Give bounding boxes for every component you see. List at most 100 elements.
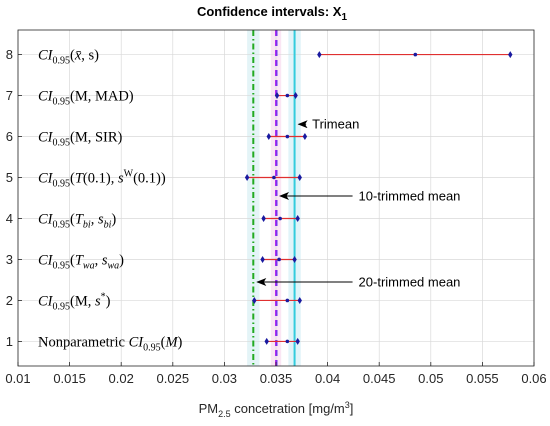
interval-label-part: CI (38, 89, 54, 105)
interval-label-part: CI (38, 252, 54, 268)
x-axis-label-sub: 2.5 (218, 409, 231, 419)
interval-label-part: ( (70, 171, 75, 187)
interval-label-part: Nonparametric (38, 334, 129, 350)
interval-label-part: s (98, 211, 104, 227)
interval-label-part: (0.1)) (133, 171, 166, 187)
interval-label-part: T (75, 211, 84, 227)
interval-label-part: 0.95 (53, 219, 71, 230)
y-tick-label: 6 (6, 129, 13, 144)
x-tick-label: 0.02 (109, 371, 134, 386)
interval-label-1: Nonparametric CI0.95(M) (38, 334, 183, 353)
annotation-label-2: 10-trimmed mean (359, 188, 461, 203)
interval-upper-marker-2 (297, 296, 302, 304)
x-tick-label: 0.035 (260, 371, 293, 386)
interval-center-marker-7 (285, 93, 290, 98)
interval-label-part: ( (161, 334, 166, 350)
y-axis-ticks: 1 2 3 4 5 6 7 8 (6, 47, 22, 349)
interval-upper-marker-5 (297, 174, 302, 182)
y-tick-label: 2 (6, 293, 13, 308)
interval-label-part: T (75, 252, 84, 268)
interval-label-part: * (101, 291, 106, 302)
interval-lower-marker-4 (261, 214, 266, 222)
x-tick-label: 0.01 (5, 371, 30, 386)
interval-label-part: s (118, 171, 124, 187)
interval-label-8: CI0.95(x̄, s) (38, 48, 99, 67)
interval-label-part: 0.95 (53, 97, 71, 108)
interval-label-part: (M, MAD) (70, 89, 134, 105)
y-tick-label: 4 (6, 211, 13, 226)
interval-label-part: (M, SIR) (70, 130, 123, 146)
x-axis-label-pre: PM (199, 401, 219, 416)
y-tick-label: 8 (6, 47, 13, 62)
interval-label-part: CI (38, 48, 54, 64)
interval-label-part: ) (178, 334, 183, 350)
annotations: Trimean 10-trimmed mean 20-trimmed mean (256, 117, 461, 290)
reference-lines (252, 30, 296, 366)
interval-label-part: wa (108, 260, 120, 271)
interval-upper-marker-8 (508, 51, 513, 59)
interval-upper-marker-7 (293, 92, 298, 100)
interval-label-part: 0.95 (53, 301, 71, 312)
x-axis-label-sup: 3 (345, 400, 350, 410)
interval-lower-marker-2 (252, 296, 257, 304)
interval-label-part: T (75, 171, 84, 187)
interval-center-marker-8 (413, 52, 418, 57)
interval-label-part: 0.95 (53, 260, 71, 271)
interval-label-part: s (95, 293, 101, 309)
interval-label-part: x̄ (74, 48, 82, 64)
interval-label-part: CI (129, 334, 145, 350)
interval-upper-marker-6 (302, 133, 308, 141)
annotation-label-1: Trimean (312, 117, 359, 132)
annotation-label-3: 20-trimmed mean (359, 275, 461, 290)
interval-center-marker-5 (272, 175, 276, 180)
interval-label-part: s (102, 252, 108, 268)
chart-title-subscript: 1 (341, 12, 347, 23)
interval-labels: CI0.95(x̄, s)CI0.95(M, MAD)CI0.95(M, SIR… (38, 48, 183, 354)
interval-lower-marker-3 (260, 255, 265, 263)
interval-label-part: ) (106, 293, 111, 309)
x-axis-ticks: 0.01 0.015 0.02 0.025 0.03 0.035 0.04 0.045 0.05… (5, 362, 547, 386)
x-tick-label: 0.04 (315, 371, 340, 386)
interval-center-marker-1 (285, 339, 290, 344)
interval-upper-marker-3 (292, 255, 297, 263)
interval-upper-marker-1 (295, 337, 300, 345)
interval-lower-marker-1 (264, 337, 269, 345)
interval-upper-marker-4 (295, 214, 300, 222)
chart-title: Confidence intervals: X1 (197, 4, 347, 23)
interval-lower-marker-7 (274, 92, 280, 100)
interval-center-marker-6 (285, 134, 290, 139)
x-axis-label-post: ] (350, 401, 354, 416)
interval-label-part: 0.95 (53, 179, 71, 190)
interval-center-marker-3 (277, 257, 281, 262)
y-tick-label: 1 (6, 334, 13, 349)
interval-lower-marker-5 (244, 174, 250, 182)
interval-label-part: ) (119, 252, 124, 268)
interval-lower-marker-6 (266, 133, 271, 141)
reference-bands (247, 30, 301, 366)
interval-center-marker-2 (285, 298, 290, 303)
x-tick-label: 0.015 (53, 371, 86, 386)
interval-label-part: W (124, 169, 134, 180)
interval-label-2: CI0.95(M, s*) (38, 291, 111, 312)
chart-title-main: Confidence intervals: X (197, 4, 342, 19)
interval-label-part: , (95, 252, 102, 268)
interval-label-part: ( (70, 252, 75, 268)
x-tick-label: 0.025 (157, 371, 190, 386)
interval-label-3: CI0.95(Twa, swa) (38, 252, 124, 271)
interval-label-part: CI (38, 130, 54, 146)
x-tick-label: 0.06 (521, 371, 546, 386)
y-tick-label: 3 (6, 252, 13, 267)
x-tick-label: 0.05 (418, 371, 443, 386)
interval-label-part: CI (38, 171, 54, 187)
interval-label-part: (M, (70, 293, 95, 309)
interval-label-part: ( (70, 48, 75, 64)
interval-label-4: CI0.95(Tbi, sbi) (38, 211, 116, 230)
x-tick-label: 0.045 (363, 371, 396, 386)
interval-marks (244, 51, 513, 345)
interval-label-part: , (91, 211, 98, 227)
interval-label-part: M (164, 334, 178, 350)
interval-label-part: 0.95 (53, 138, 71, 149)
interval-lower-marker-8 (317, 51, 322, 59)
interval-label-7: CI0.95(M, MAD) (38, 89, 134, 108)
